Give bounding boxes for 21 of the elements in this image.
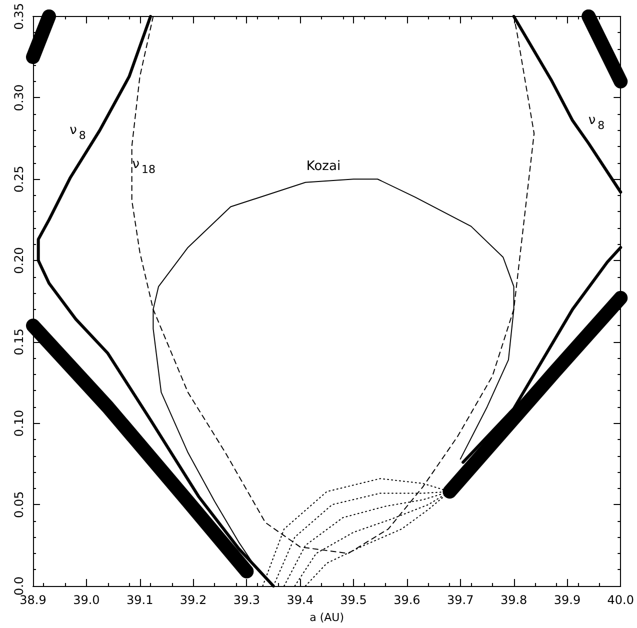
- y-tick-label: 0.20: [12, 247, 26, 274]
- x-axis-title: a (AU): [310, 611, 344, 624]
- x-tick-label: 39.2: [180, 593, 207, 607]
- x-tick-label: 39.8: [500, 593, 528, 607]
- series-label: Kozai: [306, 158, 341, 174]
- x-tick-label: 39.0: [73, 593, 100, 607]
- y-tick-label: 0.25: [12, 166, 26, 192]
- y-tick-label: 0.10: [12, 410, 26, 437]
- x-tick-label: 39.4: [286, 593, 314, 607]
- y-tick-label: 0.35: [12, 3, 26, 30]
- x-tick-label: 39.7: [447, 593, 474, 607]
- x-tick-label: 39.6: [394, 593, 420, 607]
- y-tick-label: 0.30: [12, 84, 26, 112]
- x-tick-label: 39.9: [554, 593, 581, 607]
- x-tick-label: 39.1: [126, 593, 154, 607]
- x-tick-label: 39.5: [340, 593, 367, 607]
- x-tick-label: 40.0: [607, 593, 634, 607]
- y-tick-label: 0.15: [12, 328, 26, 356]
- y-tick-label: 0.05: [12, 491, 26, 518]
- y-tick-label: 0.0: [12, 576, 26, 596]
- x-tick-label: 39.3: [233, 593, 260, 607]
